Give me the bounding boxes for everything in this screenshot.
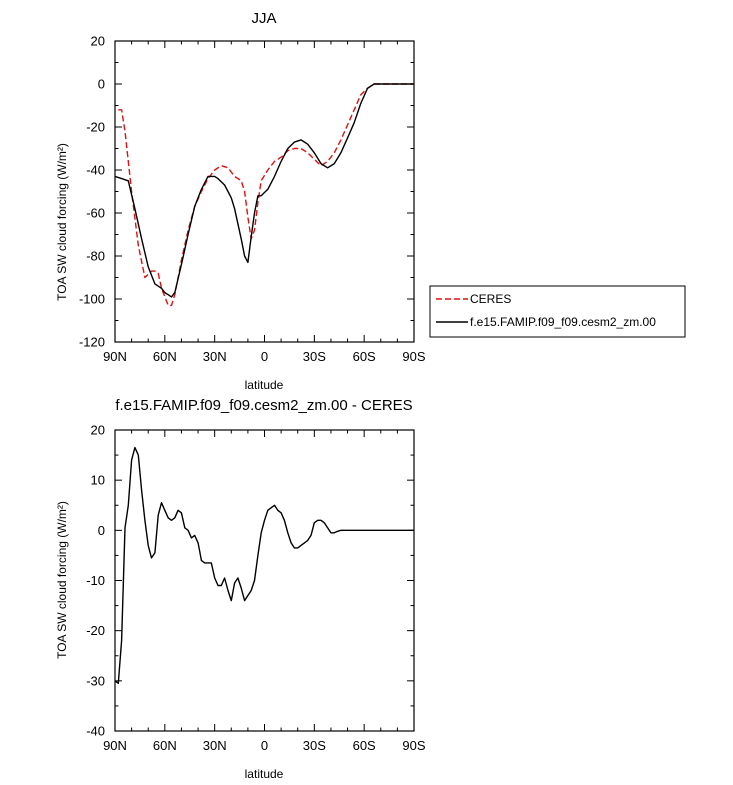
top-plot-frame	[114, 40, 415, 343]
bottom-series-line-difference	[114, 446, 414, 684]
top-series-line-ceres	[118, 83, 414, 307]
bottom-x-tick-label: 30S	[303, 738, 326, 753]
top-x-tick-label: 90S	[402, 349, 425, 364]
bottom-y-tick-label: -20	[86, 623, 105, 638]
bottom-x-tick-label: 30N	[203, 738, 227, 753]
top-y-tick-label: -80	[86, 249, 105, 264]
top-y-tick-label: -60	[86, 206, 105, 221]
bottom-x-tick-label: 90N	[103, 738, 127, 753]
top-y-tick-label: -40	[86, 163, 105, 178]
bottom-plot-frame	[114, 429, 415, 732]
top-panel: JJA 90N 60N 30N 0 30S 60S 90S 20 0 -20 -40 -60 -80 -1…	[55, 10, 686, 392]
bottom-y-tick-label: -30	[86, 673, 105, 688]
top-y-tick-label: 0	[98, 77, 105, 92]
legend: CERES f.e15.FAMIP.f09_f09.cesm2_zm.00	[429, 285, 686, 338]
bottom-panel: f.e15.FAMIP.f09_f09.cesm2_zm.00 - CERES …	[55, 397, 426, 781]
bottom-y-tick-label: -10	[86, 573, 105, 588]
top-chart-title: JJA	[251, 10, 276, 27]
bottom-y-tick-label: -40	[86, 724, 105, 739]
bottom-y-axis-label: TOA SW cloud forcing (W/m²)	[55, 501, 69, 659]
bottom-series-group	[114, 446, 414, 684]
top-y-tick-label: -20	[86, 120, 105, 135]
top-y-axis-label: TOA SW cloud forcing (W/m²)	[55, 143, 69, 301]
legend-box	[429, 285, 686, 338]
top-x-tick-label: 60N	[153, 349, 177, 364]
bottom-x-tick-label: 90S	[402, 738, 425, 753]
legend-label-model: f.e15.FAMIP.f09_f09.cesm2_zm.00	[470, 315, 656, 329]
top-x-tick-label: 90N	[103, 349, 127, 364]
bottom-y-tick-label: 10	[91, 473, 105, 488]
top-x-tick-label: 30N	[203, 349, 227, 364]
bottom-y-tick-label: 0	[98, 523, 105, 538]
bottom-chart-title: f.e15.FAMIP.f09_f09.cesm2_zm.00 - CERES	[115, 397, 412, 414]
bottom-axes: 90N 60N 30N 0 30S 60S 90S 20 10 0 -10 -20 -30 -40	[86, 423, 426, 754]
top-x-tick-label: 0	[261, 349, 268, 364]
bottom-x-tick-label: 0	[261, 738, 268, 753]
top-x-axis-label: latitude	[245, 378, 284, 392]
bottom-x-axis-label: latitude	[245, 767, 284, 781]
top-series-group	[114, 83, 414, 307]
top-axes: 90N 60N 30N 0 30S 60S 90S 20 0 -20 -40 -60 -80 -100 -1…	[79, 34, 426, 365]
top-y-tick-label: -120	[79, 335, 105, 350]
top-y-tick-label: -100	[79, 292, 105, 307]
bottom-x-tick-label: 60S	[353, 738, 376, 753]
top-series-line-model	[114, 83, 414, 298]
top-y-tick-label: 20	[91, 34, 105, 49]
bottom-y-tick-label: 20	[91, 423, 105, 438]
bottom-x-tick-label: 60N	[153, 738, 177, 753]
legend-label-ceres: CERES	[470, 292, 511, 306]
top-x-tick-label: 60S	[353, 349, 376, 364]
top-x-tick-label: 30S	[303, 349, 326, 364]
